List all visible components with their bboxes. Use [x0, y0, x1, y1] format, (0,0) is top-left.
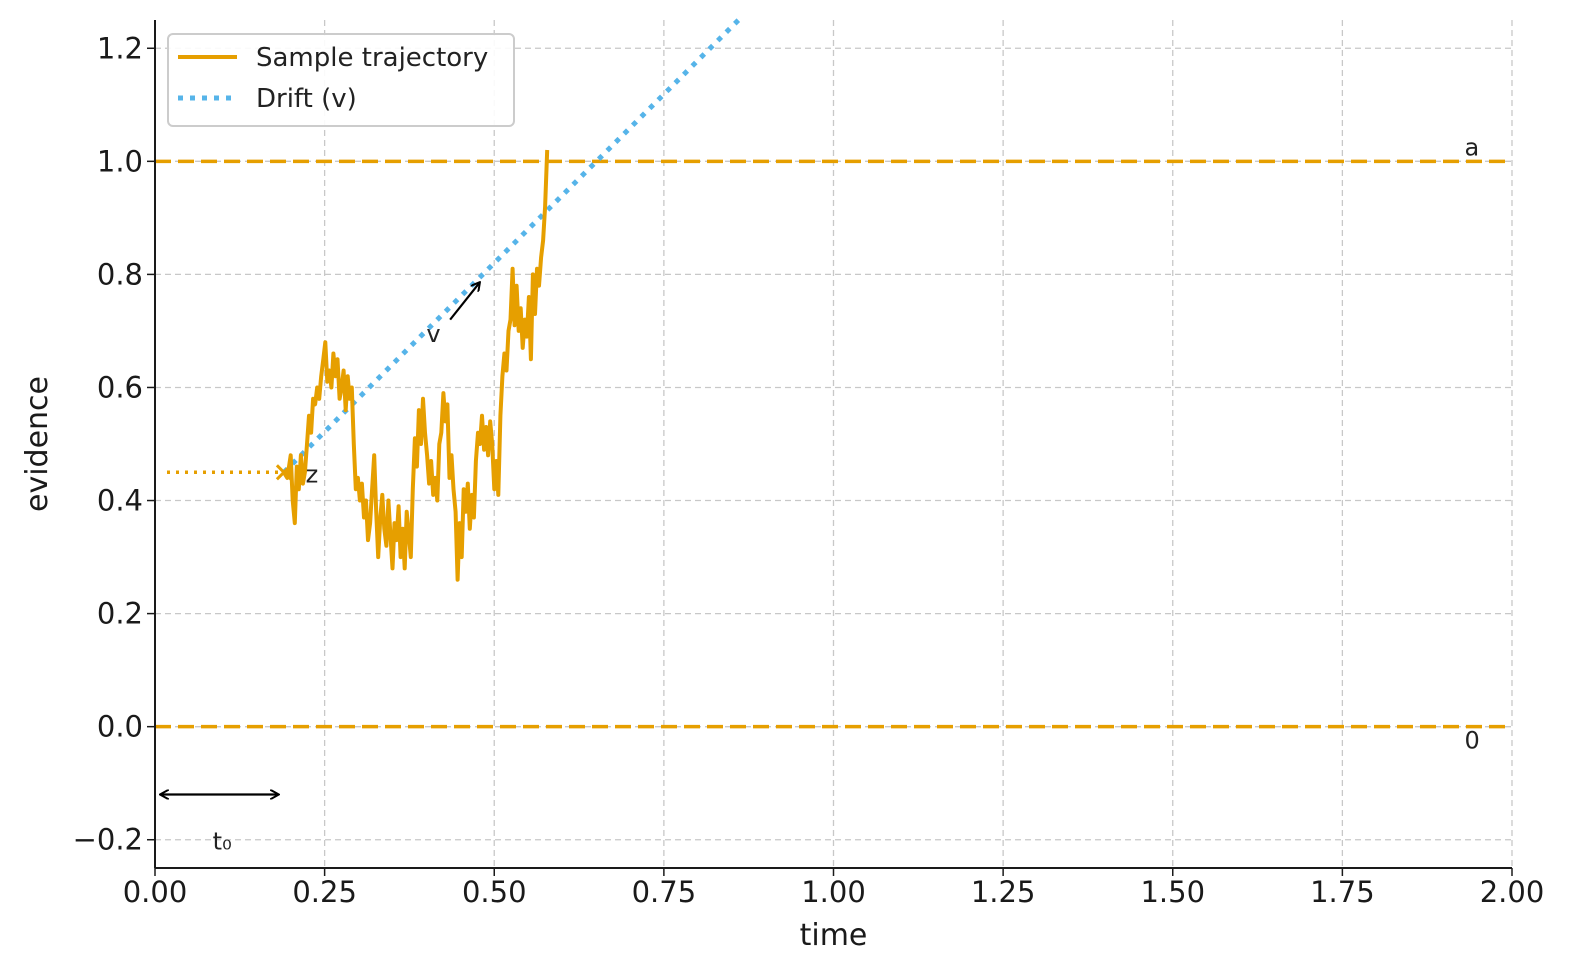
- y-axis-title: evidence: [20, 376, 55, 512]
- grid-layer: [154, 20, 1513, 868]
- drift-label: v: [426, 320, 440, 348]
- x-tick-label: 0.50: [462, 875, 527, 909]
- threshold-zero-label: 0: [1465, 727, 1480, 755]
- y-tick-label: 0.8: [97, 257, 143, 291]
- legend-label-trajectory: Sample trajectory: [256, 43, 488, 73]
- y-tick-label: 0.0: [97, 710, 143, 744]
- y-tick-label: 0.6: [97, 370, 143, 404]
- drift-arrow: [449, 283, 479, 321]
- x-tick-label: 2.00: [1480, 875, 1545, 909]
- x-tick-label: 1.00: [801, 875, 866, 909]
- x-tick-label: 1.50: [1140, 875, 1205, 909]
- trajectory-line: [282, 149, 550, 582]
- legend-label-drift: Drift (v): [256, 84, 357, 114]
- annotation-layer: a 0 z v t₀: [161, 133, 1480, 856]
- non-decision-time-label: t₀: [213, 828, 232, 856]
- x-tick-label: 0.75: [632, 875, 697, 909]
- x-tick-label: 0.00: [123, 875, 188, 909]
- y-tick-label: 0.2: [97, 597, 143, 631]
- y-tick-label: −0.2: [73, 823, 143, 857]
- legend: Sample trajectory Drift (v): [167, 33, 515, 127]
- y-tick-label: 0.4: [97, 484, 143, 518]
- x-axis-title: time: [800, 918, 868, 953]
- x-tick-label: 1.25: [971, 875, 1036, 909]
- legend-box: [167, 33, 515, 127]
- threshold-a-label: a: [1465, 133, 1480, 161]
- series-layer: [275, 18, 741, 582]
- start-marker: [275, 464, 292, 481]
- starting-point-label: z: [306, 460, 319, 488]
- x-tick-label: 0.25: [292, 875, 357, 909]
- tick-labels: 0.00 0.25 0.50 0.75 1.00 1.25 1.50 1.75 2.00−0.2…: [73, 31, 1545, 909]
- x-tick-label: 1.75: [1310, 875, 1375, 909]
- y-tick-label: 1.0: [97, 144, 143, 178]
- y-tick-label: 1.2: [97, 31, 143, 65]
- axes: [147, 20, 1513, 876]
- reference-lines: [155, 159, 1512, 729]
